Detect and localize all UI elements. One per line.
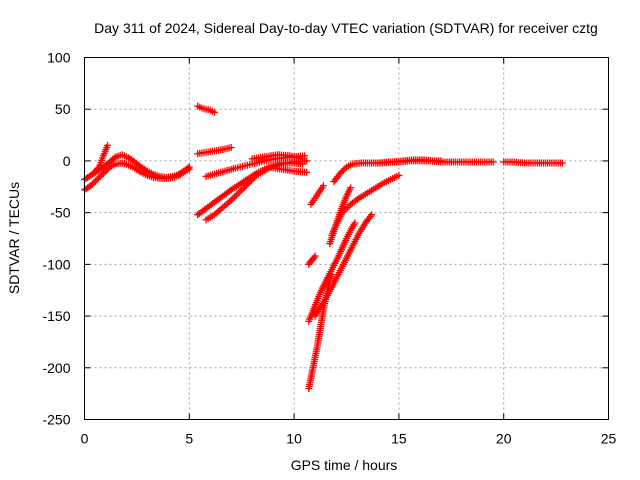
data-point-fill — [242, 181, 250, 189]
data-point — [303, 157, 311, 165]
data-point-fill — [226, 198, 234, 206]
x-tick-label: 20 — [496, 431, 512, 447]
y-tick-label: -50 — [50, 205, 70, 221]
y-tick-label: 0 — [63, 153, 71, 169]
data-point-fill — [246, 178, 254, 186]
axis-ticks: 0 5 10 15 20 25 -250 -200 -150 -100 -50 0 50 100 — [42, 50, 616, 447]
data-point — [210, 108, 218, 116]
data-point — [87, 182, 95, 190]
data-point — [185, 163, 193, 171]
data-point — [236, 188, 244, 196]
x-tick-label: 10 — [286, 431, 302, 447]
y-axis-label: SDTVAR / TECUs — [6, 182, 22, 294]
data-point — [227, 196, 235, 204]
data-point — [227, 143, 235, 151]
chart-title: Day 311 of 2024, Sidereal Day-to-day VTE… — [94, 20, 598, 36]
data-point-fill — [239, 185, 247, 193]
data-point — [489, 158, 497, 166]
data-point-fill — [241, 183, 249, 191]
y-tick-label: 50 — [55, 101, 71, 117]
data-point-fill — [366, 212, 374, 220]
data-marks — [81, 102, 566, 392]
data-point-fill — [340, 207, 348, 215]
data-point — [93, 176, 101, 184]
data-point-fill — [353, 195, 361, 203]
y-tick-label: -200 — [42, 360, 70, 376]
x-axis-label: GPS time / hours — [291, 457, 398, 473]
data-point-fill — [229, 195, 237, 203]
data-point — [338, 209, 346, 217]
data-point-fill — [231, 193, 239, 201]
x-tick-label: 25 — [601, 431, 617, 447]
data-point-fill — [96, 172, 104, 180]
data-point — [351, 219, 359, 227]
data-point — [104, 141, 112, 149]
data-point-fill — [343, 204, 351, 212]
y-tick-label: -100 — [42, 256, 70, 272]
data-point — [311, 252, 319, 260]
data-point-fill — [237, 186, 245, 194]
data-point-fill — [338, 168, 346, 176]
data-point — [244, 180, 252, 188]
data-point-fill — [92, 177, 100, 185]
data-point — [558, 159, 566, 167]
data-point — [298, 155, 306, 163]
x-tick-label: 0 — [81, 431, 89, 447]
data-point-fill — [142, 166, 150, 174]
data-point-fill — [234, 190, 242, 198]
data-point-fill — [95, 174, 103, 182]
data-point — [368, 211, 376, 219]
data-point-fill — [339, 166, 347, 174]
data-point-fill — [341, 165, 349, 173]
x-tick-label: 15 — [391, 431, 407, 447]
data-point — [99, 169, 107, 177]
y-tick-label: -150 — [42, 308, 70, 324]
y-tick-label: -250 — [42, 412, 70, 428]
data-point — [319, 182, 327, 190]
data-point — [395, 171, 403, 179]
data-point-fill — [98, 171, 106, 179]
data-point-fill — [342, 205, 350, 213]
data-point — [347, 184, 355, 192]
data-point-fill — [310, 254, 318, 262]
data-point-fill — [90, 179, 98, 187]
data-point — [303, 168, 311, 176]
data-point-fill — [88, 180, 96, 188]
data-point-fill — [232, 191, 240, 199]
plot-frame — [84, 57, 609, 420]
data-point-fill — [251, 173, 259, 181]
y-tick-label: 100 — [47, 50, 71, 66]
data-point-fill — [94, 165, 102, 173]
data-point-fill — [249, 175, 257, 183]
x-tick-label: 5 — [185, 431, 193, 447]
data-point-fill — [110, 154, 118, 162]
data-point — [336, 169, 344, 177]
data-point-fill — [247, 176, 255, 184]
data-point-fill — [101, 168, 109, 176]
data-point-fill — [184, 164, 192, 172]
